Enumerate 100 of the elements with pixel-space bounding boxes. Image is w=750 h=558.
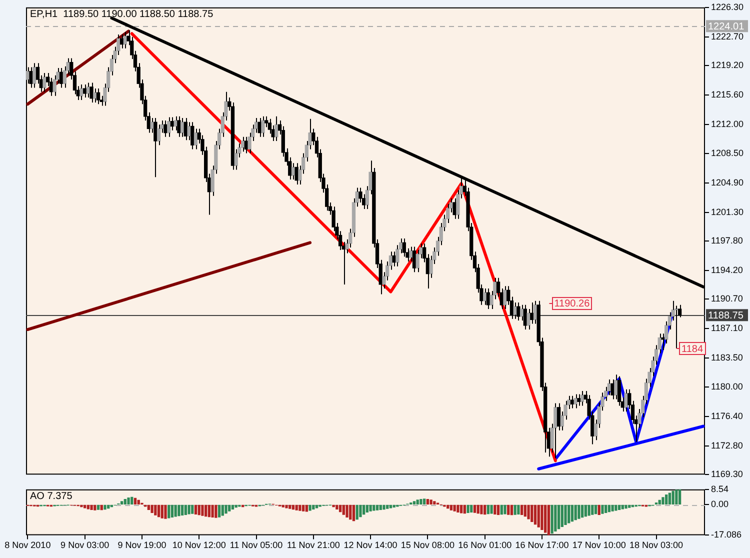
bar	[298, 504, 302, 511]
bar	[557, 504, 560, 530]
bar	[168, 504, 170, 518]
bar	[500, 504, 503, 515]
candlestick	[167, 116, 171, 138]
candlestick	[32, 62, 36, 88]
bar	[588, 504, 590, 516]
bar	[484, 504, 486, 515]
annotation: 1184	[681, 344, 704, 356]
bar	[618, 504, 621, 510]
bar	[157, 504, 160, 518]
bar	[180, 504, 184, 516]
bar	[382, 504, 386, 510]
bar	[570, 504, 574, 522]
bar	[578, 504, 580, 519]
candlestick	[177, 116, 181, 138]
bar	[473, 504, 476, 513]
candlestick	[29, 66, 33, 88]
bar	[96, 504, 100, 510]
candlestick	[82, 84, 87, 98]
bar	[560, 504, 564, 527]
bar	[480, 504, 483, 514]
candlestick	[164, 120, 168, 138]
bar	[662, 497, 664, 504]
bar	[604, 504, 608, 514]
bar	[514, 504, 516, 515]
bar	[211, 504, 214, 518]
bar	[507, 504, 510, 515]
candlestick	[230, 102, 235, 170]
y-tick-label: 1172.80	[711, 440, 743, 450]
bar	[594, 504, 598, 514]
y-tick-label: 1219.20	[711, 60, 744, 70]
x-tick-label: 15 Nov 08:00	[400, 540, 454, 550]
candlestick	[261, 116, 265, 138]
bar	[352, 504, 356, 522]
y-tick-label: 1215.60	[711, 90, 744, 100]
bar	[164, 504, 167, 519]
bar	[675, 490, 678, 504]
bar	[308, 504, 312, 511]
bar	[379, 504, 382, 510]
candlestick	[617, 376, 622, 406]
bar	[580, 504, 584, 518]
bar	[504, 504, 506, 514]
bar	[130, 496, 134, 504]
y-tick-label: 1187.10	[711, 323, 743, 334]
bar	[672, 490, 674, 504]
bar	[137, 500, 140, 504]
bar	[524, 504, 526, 517]
bar	[658, 500, 661, 504]
bar	[544, 504, 547, 533]
bar	[160, 504, 164, 518]
bar	[338, 504, 342, 512]
candlestick	[392, 251, 396, 267]
bar	[450, 504, 453, 510]
y-tick-label: 1190.70	[711, 294, 743, 304]
bar	[362, 504, 366, 515]
bar	[86, 504, 90, 510]
bar	[520, 504, 524, 515]
candlestick	[516, 302, 520, 322]
bar	[598, 504, 600, 515]
bar	[611, 504, 614, 512]
bar	[490, 504, 493, 514]
candlestick	[503, 286, 507, 310]
bar	[359, 504, 362, 518]
bar	[665, 494, 668, 504]
bar	[517, 504, 520, 514]
bar	[191, 504, 194, 514]
ref-line-label: 1224.01	[708, 21, 745, 32]
candlestick	[190, 122, 194, 150]
y-tick-label: 1197.80	[711, 235, 743, 246]
candlestick	[80, 84, 84, 101]
bar	[147, 504, 150, 510]
candlestick	[154, 118, 158, 178]
bar	[150, 504, 154, 514]
candlestick	[577, 394, 581, 406]
candlestick	[554, 402, 558, 459]
ref-line-label: 1188.75	[708, 310, 744, 322]
y-tick-label: 1222.70	[711, 31, 744, 42]
bar	[346, 504, 348, 518]
bar	[416, 500, 419, 504]
candlestick	[59, 68, 64, 88]
bar	[426, 498, 430, 504]
y-tick-label: 1169.30	[711, 469, 743, 480]
y-tick-label: 1194.20	[711, 264, 743, 275]
bar	[134, 498, 137, 504]
bar	[198, 504, 200, 516]
bar	[486, 504, 490, 514]
bar	[231, 504, 234, 510]
x-tick-label: 9 Nov 03:00	[60, 540, 110, 550]
bar	[470, 504, 473, 512]
x-tick-label: 11 Nov 05:00	[230, 540, 283, 550]
candlestick	[483, 288, 487, 306]
bar	[628, 504, 631, 508]
candlestick	[570, 395, 574, 409]
bar	[194, 504, 198, 514]
bar	[494, 504, 496, 514]
bar	[174, 504, 177, 517]
annotation: 1190.26	[554, 298, 590, 310]
bar	[430, 500, 432, 504]
x-tick-label: 8 Nov 2010	[4, 540, 51, 550]
